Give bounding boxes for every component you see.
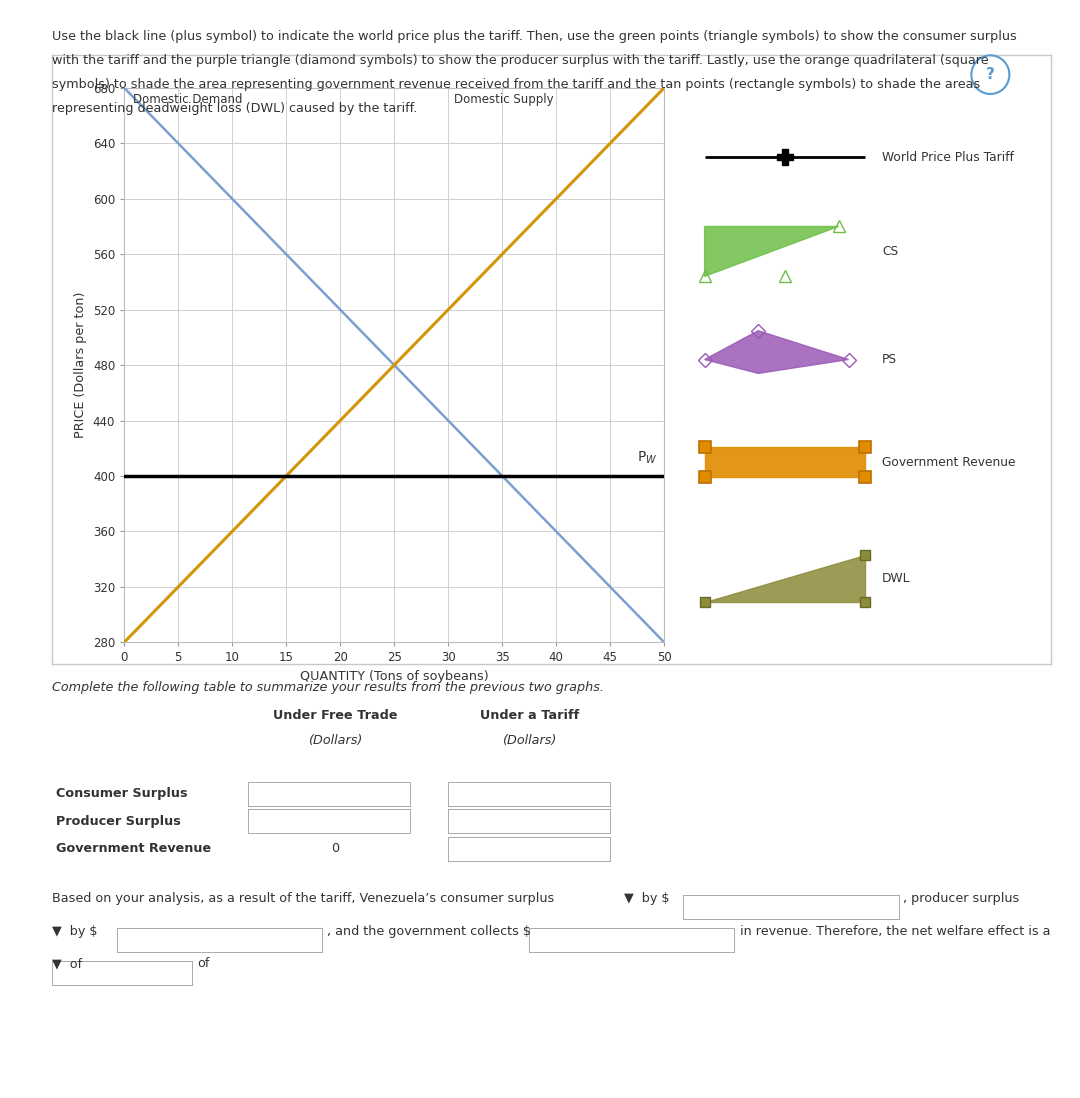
Text: ▼  by $: ▼ by $ <box>52 925 97 938</box>
Text: ▼  of: ▼ of <box>52 957 82 971</box>
Text: (Dollars): (Dollars) <box>502 733 556 747</box>
Text: Use the black line (plus symbol) to indicate the world price plus the tariff. Th: Use the black line (plus symbol) to indi… <box>52 30 1016 43</box>
X-axis label: QUANTITY (Tons of soybeans): QUANTITY (Tons of soybeans) <box>300 670 488 683</box>
Text: Based on your analysis, as a result of the tariff, Venezuela’s consumer surplus: Based on your analysis, as a result of t… <box>52 892 554 905</box>
Text: Government Revenue: Government Revenue <box>882 456 1015 469</box>
Y-axis label: PRICE (Dollars per ton): PRICE (Dollars per ton) <box>75 292 87 438</box>
Text: (Dollars): (Dollars) <box>308 733 362 747</box>
Bar <box>704 447 865 478</box>
Text: World Price Plus Tariff: World Price Plus Tariff <box>882 150 1014 164</box>
Text: CS: CS <box>882 245 899 258</box>
Text: Consumer Surplus: Consumer Surplus <box>56 787 188 800</box>
Text: representing deadweight loss (DWL) caused by the tariff.: representing deadweight loss (DWL) cause… <box>52 102 417 115</box>
Text: Domestic Supply: Domestic Supply <box>454 93 553 107</box>
Text: Complete the following table to summarize your results from the previous two gra: Complete the following table to summariz… <box>52 681 604 694</box>
Text: of: of <box>198 957 210 971</box>
Text: Under a Tariff: Under a Tariff <box>480 709 579 722</box>
Text: ?: ? <box>986 67 995 82</box>
Text: Producer Surplus: Producer Surplus <box>56 815 181 828</box>
Text: P$_W$: P$_W$ <box>637 450 658 467</box>
Text: Government Revenue: Government Revenue <box>56 842 212 855</box>
Text: in revenue. Therefore, the net welfare effect is a: in revenue. Therefore, the net welfare e… <box>740 925 1051 938</box>
Text: symbols) to shade the area representing government revenue received from the tar: symbols) to shade the area representing … <box>52 78 980 91</box>
Text: PS: PS <box>882 354 897 366</box>
Text: DWL: DWL <box>882 572 910 585</box>
Text: ▼  by $: ▼ by $ <box>624 892 670 905</box>
Text: with the tariff and the purple triangle (diamond symbols) to show the producer s: with the tariff and the purple triangle … <box>52 54 988 67</box>
Text: , producer surplus: , producer surplus <box>903 892 1020 905</box>
Text: Domestic Demand: Domestic Demand <box>133 93 242 107</box>
Polygon shape <box>704 556 865 602</box>
Polygon shape <box>704 226 838 277</box>
Text: 0: 0 <box>330 842 339 855</box>
Text: , and the government collects $: , and the government collects $ <box>327 925 531 938</box>
Text: Under Free Trade: Under Free Trade <box>272 709 397 722</box>
Polygon shape <box>704 330 849 373</box>
